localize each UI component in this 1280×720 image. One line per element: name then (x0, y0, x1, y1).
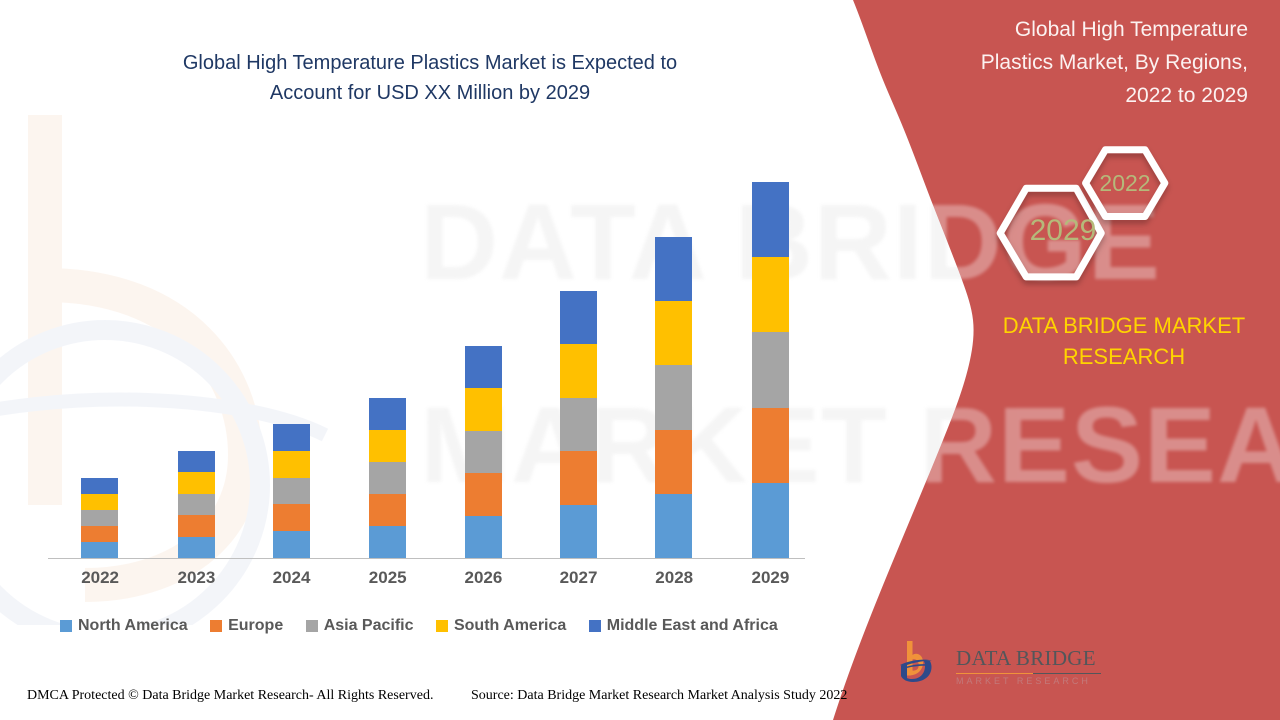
svg-text:2029: 2029 (1030, 214, 1097, 247)
svg-text:2022: 2022 (1099, 170, 1150, 196)
